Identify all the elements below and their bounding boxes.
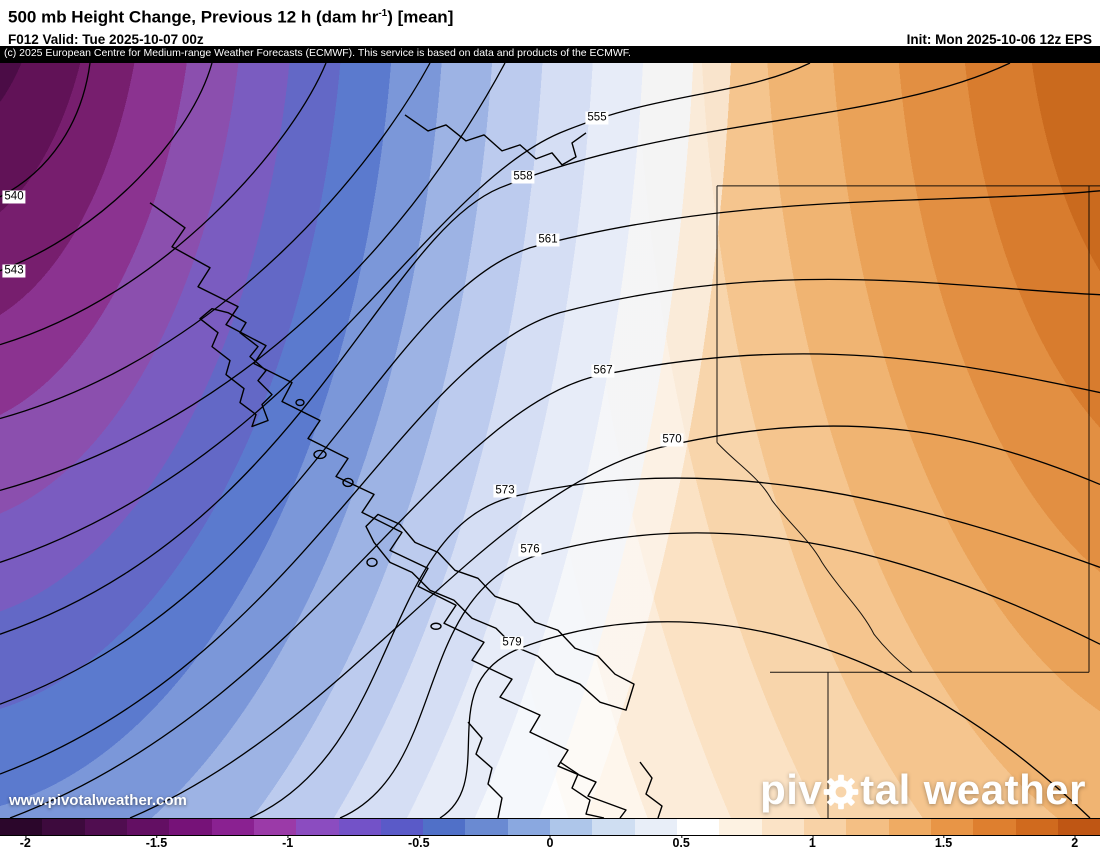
colorbar-swatch: [761, 819, 804, 835]
contour-label: 567: [591, 364, 615, 378]
colorbar-tick-label: 2: [1071, 835, 1079, 850]
colorbar-swatch: [973, 819, 1016, 835]
colorbar-tick-labels: -2 -1.5 -1 -0.5 0 0.5 1 1.5 2: [0, 835, 1100, 850]
gear-icon: [823, 774, 859, 810]
contour-label: 579: [500, 636, 524, 650]
contour-label: 558: [511, 170, 535, 184]
contour-label: 555: [585, 111, 609, 125]
attribution-bar: (c) 2025 European Centre for Medium-rang…: [0, 46, 1100, 62]
title-text: 500 mb Height Change, Previous 12 h (dam…: [8, 7, 379, 27]
colorbar-swatch: [211, 819, 254, 835]
colorbar-swatch: [0, 819, 43, 835]
colorbar-swatch: [380, 819, 424, 835]
valid-time-label: F012 Valid: Tue 2025-10-07 00z: [8, 31, 204, 47]
header: 500 mb Height Change, Previous 12 h (dam…: [0, 0, 1100, 49]
colorbar-swatch: [296, 819, 339, 835]
colorbar-tick-label: 0: [546, 835, 554, 850]
colorbar-tick-label: 1: [808, 835, 816, 850]
colorbar-swatches: [0, 819, 1100, 836]
logo-text-piv: piv: [760, 766, 823, 813]
contour-label: 561: [536, 233, 560, 247]
contour-label: 576: [518, 543, 542, 557]
political-borders: [716, 185, 1100, 818]
title-suffix: ) [mean]: [387, 7, 454, 27]
colorbar-swatch: [1015, 819, 1058, 835]
logo-text-weather: weather: [923, 766, 1086, 813]
colorbar-swatch: [169, 819, 212, 835]
colorbar-swatch: [338, 819, 381, 835]
pivotal-weather-logo: piv tal weat: [760, 766, 1086, 814]
colorbar-swatch: [803, 819, 847, 835]
colorbar-swatch: [930, 819, 974, 835]
map-graphics: [0, 63, 1100, 818]
contour-label: 570: [660, 433, 684, 446]
map-canvas: 540 543 555 558 561 567 570 573 576 579 www.pivot…: [0, 62, 1100, 818]
colorbar-swatch: [42, 819, 85, 835]
logo-text-tal: tal: [860, 766, 911, 813]
init-time-label: Init: Mon 2025-10-06 12z EPS: [906, 31, 1092, 47]
contour-label: 543: [2, 264, 26, 278]
colorbar-swatch: [677, 819, 720, 835]
colorbar-tick-label: -1.5: [145, 835, 168, 850]
page-title: 500 mb Height Change, Previous 12 h (dam…: [8, 2, 1092, 30]
colorbar-tick-label: -0.5: [408, 835, 430, 850]
colorbar-swatch: [550, 819, 593, 835]
colorbar-swatch: [1057, 819, 1100, 835]
contour-label: 540: [2, 190, 26, 204]
colorbar: -2 -1.5 -1 -0.5 0 0.5 1 1.5 2: [0, 818, 1100, 850]
colorbar-swatch: [253, 819, 297, 835]
colorbar-tick-label: -2: [19, 835, 31, 850]
colorbar-swatch: [888, 819, 931, 835]
colorbar-swatch: [634, 819, 677, 835]
coastlines: [149, 114, 663, 818]
colorbar-swatch: [84, 819, 127, 835]
colorbar-swatch: [423, 819, 466, 835]
title-superscript: -1: [378, 8, 388, 19]
colorbar-tick-label: 0.5: [672, 835, 690, 850]
colorbar-swatch: [126, 819, 170, 835]
colorbar-swatch: [592, 819, 635, 835]
colorbar-swatch: [719, 819, 762, 835]
colorbar-swatch: [507, 819, 551, 835]
colorbar-tick-label: -1: [282, 835, 294, 850]
contour-lines: [0, 63, 1100, 818]
forecast-meta-row: F012 Valid: Tue 2025-10-07 00z Init: Mon…: [8, 30, 1092, 49]
contour-label: 573: [493, 484, 517, 498]
colorbar-tick-label: 1.5: [934, 835, 953, 850]
watermark: www.pivotalweather.com: [9, 792, 187, 809]
colorbar-swatch: [846, 819, 889, 835]
colorbar-swatch: [465, 819, 508, 835]
